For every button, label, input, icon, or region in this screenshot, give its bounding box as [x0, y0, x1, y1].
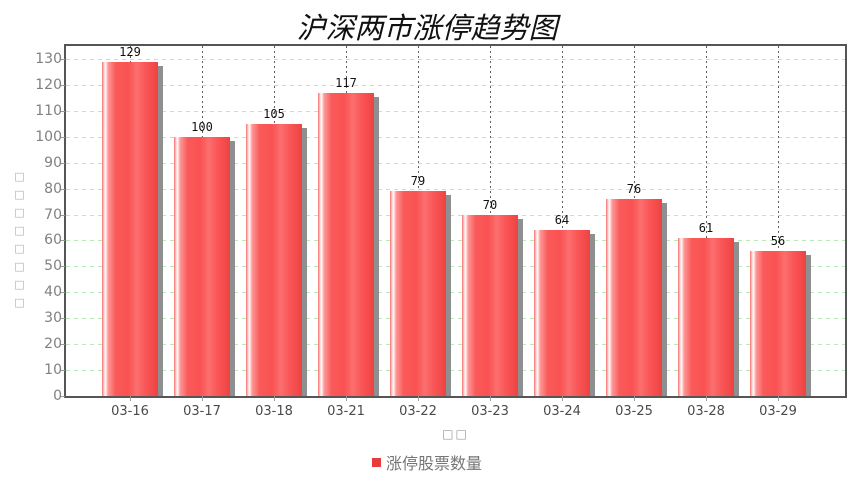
x-tick-label-03-28: 03-28 — [687, 404, 725, 419]
y-tick-label-10: 10 — [44, 362, 62, 379]
y-axis-title: □□□□□□□□ — [13, 170, 26, 314]
y-tick-label-120: 120 — [35, 76, 62, 93]
y-tick-label-100: 100 — [35, 128, 62, 145]
y-tick-label-90: 90 — [44, 154, 62, 171]
x-tick-label-03-25: 03-25 — [615, 404, 653, 419]
legend-swatch-icon — [371, 457, 381, 467]
plot-area-border — [64, 44, 847, 398]
legend-series-label: 涨停股票数量 — [385, 454, 482, 473]
y-tick-label-110: 110 — [35, 102, 62, 119]
y-tick-label-20: 20 — [44, 336, 62, 353]
x-tick-label-03-29: 03-29 — [759, 404, 797, 419]
x-tick-label-03-24: 03-24 — [543, 404, 581, 419]
x-tick-label-03-17: 03-17 — [183, 404, 221, 419]
x-tick-label-03-21: 03-21 — [327, 404, 365, 419]
chart-title: 沪深两市涨停趋势图 — [296, 11, 558, 45]
x-tick-label-03-22: 03-22 — [399, 404, 437, 419]
legend: 涨停股票数量 — [0, 450, 854, 474]
x-tick-label-03-23: 03-23 — [471, 404, 509, 419]
x-tick-label-03-18: 03-18 — [255, 404, 293, 419]
y-tick-label-130: 130 — [35, 50, 62, 67]
x-tick-label-03-16: 03-16 — [111, 404, 149, 419]
x-axis-title: □□ — [442, 427, 469, 441]
y-tick-label-0: 0 — [53, 388, 62, 404]
